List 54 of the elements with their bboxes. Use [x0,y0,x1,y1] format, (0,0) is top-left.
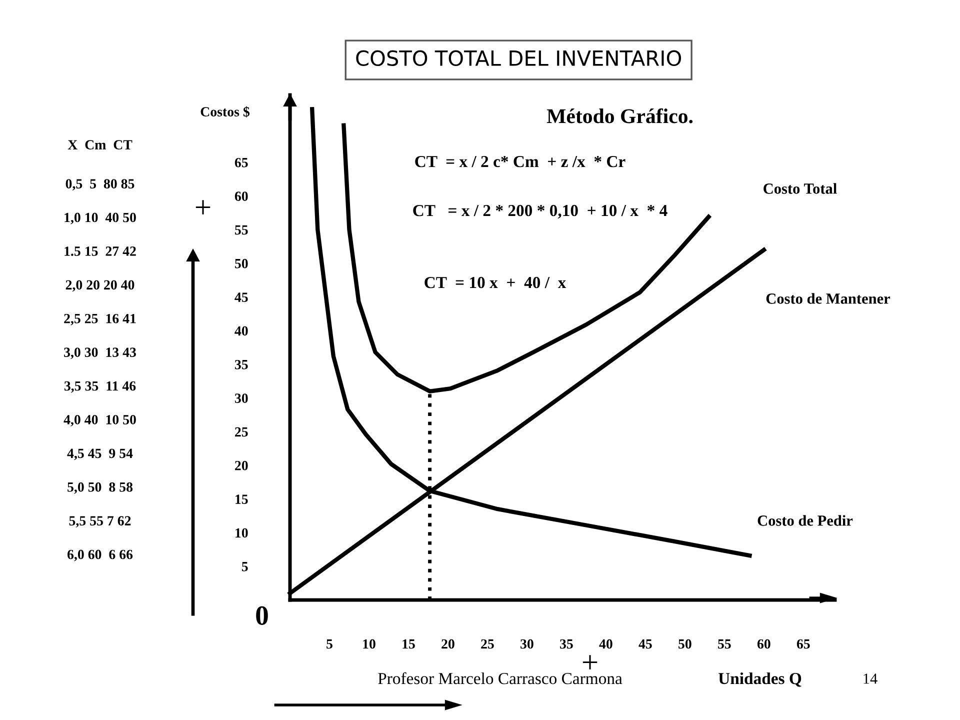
y-tick-label: 30 [234,394,248,403]
chart-title: COSTO TOTAL DEL INVENTARIO [356,50,682,66]
text: 2,0 20 20 40 [66,280,134,292]
y-tick-label: 25 [235,427,248,437]
text: 0,5 5 80 85 [66,179,134,190]
text: Costo Total [764,183,837,194]
text: Profesor Marcelo Carrasco Carmona [378,672,622,684]
annotation: CT = x / 2 * 200 * 0,10 + 10 / x * 4 [413,204,668,219]
y-tick-label: 65 [234,158,248,168]
text: 4,0 40 10 50 [64,415,136,426]
text: Costo de Pedir [758,515,853,526]
x-tick-label: 60 [757,639,770,649]
text: 6,0 60 6 66 [67,550,133,562]
x-tick-label: 20 [442,639,454,649]
y-axis-title: Costos $ [200,106,250,118]
text: 5,0 50 8 58 [68,482,133,494]
text: 2,5 25 16 41 [64,314,136,326]
y-tick-label: 20 [235,460,248,470]
text: 1,0 10 40 50 [64,212,136,224]
y-tick-label: 35 [234,360,248,370]
text: 1.5 15 27 42 [64,246,136,256]
x-axis-title: Unidades Q [718,672,802,687]
text: 0 [256,606,268,625]
y-tick-label: 45 [234,292,248,302]
text: X Cm CT [68,140,132,150]
text: + [582,655,598,670]
x-tick-label: 25 [481,639,494,649]
annotation: CT = x / 2 c* Cm + z /x * Cr [415,156,626,168]
text: 5,5 55 7 62 [69,516,131,528]
text: 3,5 35 11 46 [64,381,136,393]
text: 3,0 30 13 43 [64,348,136,359]
text: 14 [864,674,878,684]
x-tick-label: 35 [560,639,573,649]
chart-subtitle: Método Gráfico. [546,108,693,124]
x-tick-label: 65 [796,639,810,649]
y-tick-label: 10 [236,528,248,538]
y-tick-label: 5 [242,562,248,572]
text: Costo de Mantener [766,293,890,304]
y-tick-label: 40 [234,326,248,336]
x-tick-label: 10 [363,639,376,649]
x-tick-label: 5 [326,639,332,649]
x-tick-label: 30 [520,639,534,649]
x-tick-label: 40 [599,639,612,649]
y-tick-label: 55 [235,225,248,235]
y-tick-label: 60 [234,192,248,201]
text: + [196,200,210,214]
x-tick-label: 50 [678,639,692,649]
text: 4,5 45 9 54 [67,448,133,460]
y-tick-label: 50 [235,258,248,268]
annotation: CT = 10 x + 40 / x [424,276,566,288]
x-tick-label: 45 [638,639,652,649]
y-tick-label: 15 [236,494,248,504]
x-tick-label: 15 [402,639,415,649]
x-tick-label: 55 [718,639,731,649]
